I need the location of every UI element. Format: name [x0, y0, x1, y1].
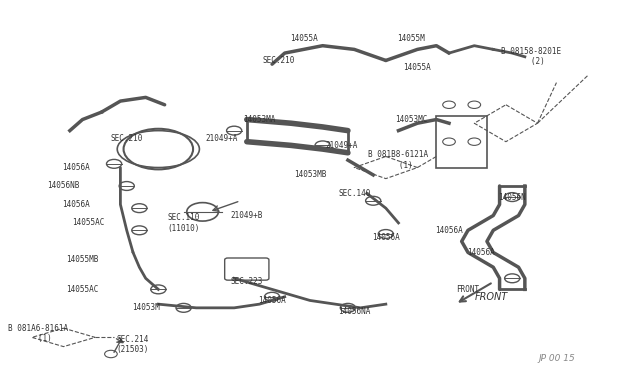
Text: 14056A: 14056A	[467, 248, 495, 257]
Text: B 081B8-6121A
   (1): B 081B8-6121A (1)	[369, 150, 429, 170]
Text: 21049+A: 21049+A	[205, 134, 237, 142]
Text: SEC.210: SEC.210	[111, 134, 143, 142]
Text: JP 00 15: JP 00 15	[539, 354, 575, 363]
Text: 14056NA: 14056NA	[338, 307, 371, 316]
Text: B 081A6-8161A
   (1): B 081A6-8161A (1)	[8, 324, 68, 343]
Text: 14055AC: 14055AC	[67, 285, 99, 294]
Text: 14055A: 14055A	[404, 63, 431, 72]
Text: 14056A: 14056A	[372, 233, 400, 242]
Text: B 08158-8201E
   (2): B 08158-8201E (2)	[501, 47, 561, 67]
Text: 14055MB: 14055MB	[67, 255, 99, 264]
Text: 14053MC: 14053MC	[395, 115, 428, 124]
Text: SEC.110
(11010): SEC.110 (11010)	[168, 213, 200, 232]
Text: 14056A: 14056A	[435, 226, 463, 235]
Text: 14056A: 14056A	[62, 163, 90, 172]
Text: FRONT: FRONT	[474, 292, 508, 302]
Text: SEC.140: SEC.140	[338, 189, 371, 198]
Text: FRONT: FRONT	[456, 285, 479, 294]
Text: 14056A: 14056A	[62, 200, 90, 209]
Text: 14055AC: 14055AC	[72, 218, 105, 227]
Text: 14055M: 14055M	[397, 34, 425, 43]
Text: 14056N: 14056N	[499, 193, 526, 202]
Text: 14053MA: 14053MA	[243, 115, 276, 124]
Text: 14056NB: 14056NB	[47, 182, 80, 190]
Text: 21049+B: 21049+B	[230, 211, 263, 220]
Text: 14053MB: 14053MB	[294, 170, 326, 179]
Text: 14055A: 14055A	[290, 34, 317, 43]
Text: SEC.210: SEC.210	[262, 56, 294, 65]
Text: 14053M: 14053M	[132, 303, 159, 312]
Text: 21049+A: 21049+A	[325, 141, 358, 150]
Text: 14056A: 14056A	[258, 296, 286, 305]
Text: SEC.223: SEC.223	[230, 278, 263, 286]
Bar	[436, 116, 487, 167]
Text: SEC.214
(21503): SEC.214 (21503)	[117, 335, 149, 355]
